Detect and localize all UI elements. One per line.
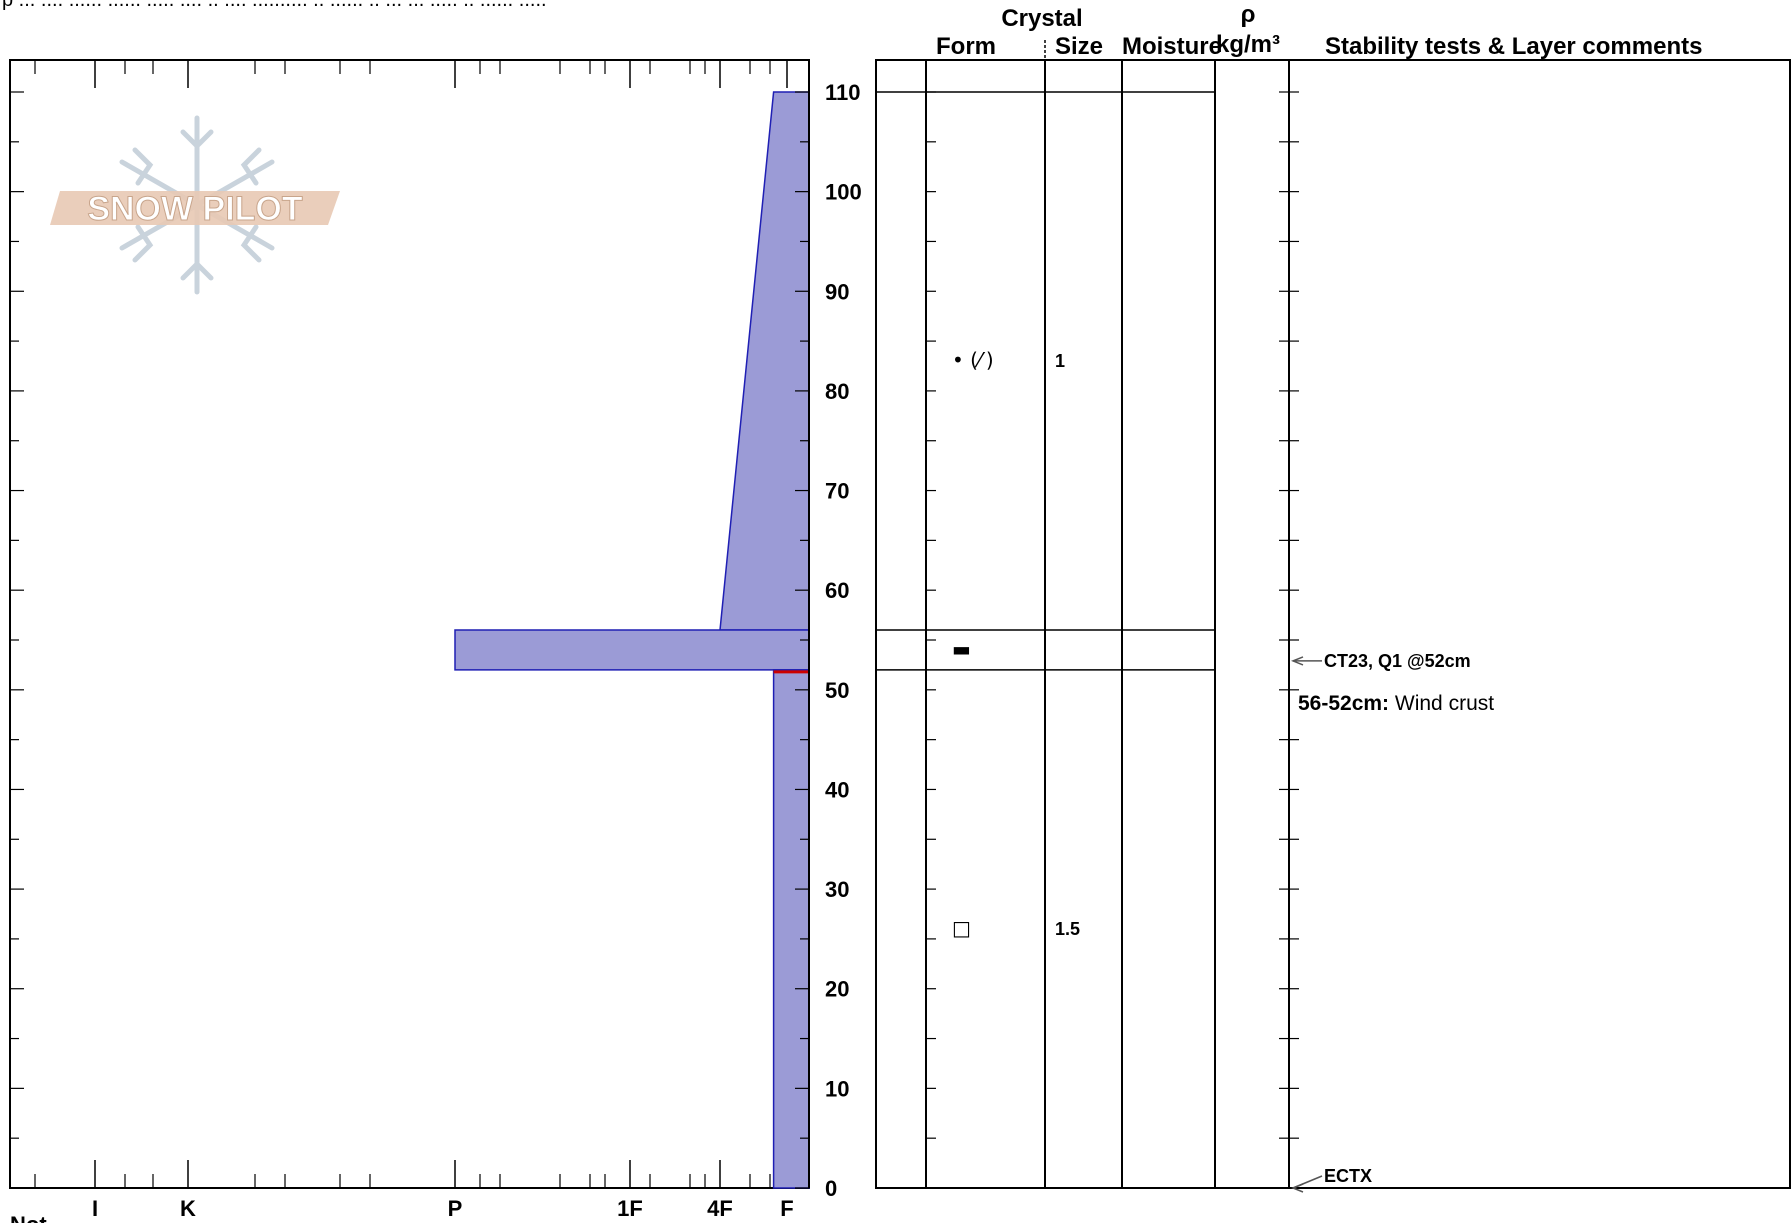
hardness-profile [454,91,810,1189]
layer-table-dividers [925,40,1290,1188]
crystal-header: Crystal [1001,5,1082,32]
height-tick-label: 90 [825,279,849,304]
logo-text: SNOW PILOT [87,190,303,228]
height-tick-label: 50 [825,678,849,703]
hardness-axis-labels: I K P 1F 4F F [92,1196,794,1221]
layer-comment: 56-52cm: Wind crust [1298,692,1494,715]
height-tick-label: 70 [825,479,849,504]
rho-header: ρ [1241,1,1256,28]
x-tick-label: 4F [707,1196,733,1221]
height-tick-label: 30 [825,877,849,902]
layer-table-frame [875,59,1791,1189]
hardness-axis-ticks [10,60,788,1189]
comments-header: Stability tests & Layer comments [1325,33,1702,60]
size-header: Size [1055,33,1103,60]
x-tick-label: I [92,1196,98,1221]
x-tick-label: 1F [617,1196,643,1221]
grain-form-symbol: • (⁄′) [952,348,994,372]
hardness-segment [454,629,810,671]
height-tick-label: 0 [825,1176,837,1201]
grain-size: 1.5 [1055,919,1080,939]
hardness-plot-frame [9,59,810,1189]
snowpilot-logo: SNOW PILOT [50,115,340,295]
height-axis: 0 10 20 30 40 50 60 70 80 90 100 110 [795,60,862,1201]
grain-size: 1 [1055,351,1065,371]
grain-form-symbol: ▬ [952,637,971,661]
form-header: Form [936,33,996,60]
notes-label: Not [10,1212,47,1223]
height-tick-label: 40 [825,777,849,802]
moisture-header: Moisture [1122,33,1222,60]
height-tick-label: 110 [825,80,861,105]
x-tick-label: F [780,1196,793,1221]
grain-form-symbol: □ [952,916,971,940]
hardness-segment [772,669,810,1189]
stability-test-label: ECTX [1324,1166,1372,1186]
layer-comments: 56-52cm: Wind crust [1298,692,1494,715]
height-tick-label: 20 [825,977,849,1002]
x-tick-label: K [180,1196,196,1221]
density-unit-header: kg/m³ [1216,31,1280,58]
header-partial-text: p ... .... ...... ...... ..... .... .. .… [2,0,547,11]
height-tick-label: 100 [825,180,862,205]
test-arrowhead [1290,656,1304,666]
test-arrowhead [1290,1183,1304,1193]
layer-rows: • (⁄′) 1 ▬ □ 1.5 [876,91,1215,940]
hardness-segment [719,91,810,631]
height-tick-label: 60 [825,578,849,603]
stability-tests: CT23, Q1 @52cm ECTX [1290,651,1471,1193]
stability-test-label: CT23, Q1 @52cm [1324,651,1471,671]
height-tick-label: 10 [825,1076,849,1101]
layer-table-ticks [926,91,1299,1189]
height-tick-label: 80 [825,379,849,404]
x-tick-label: P [448,1196,463,1221]
